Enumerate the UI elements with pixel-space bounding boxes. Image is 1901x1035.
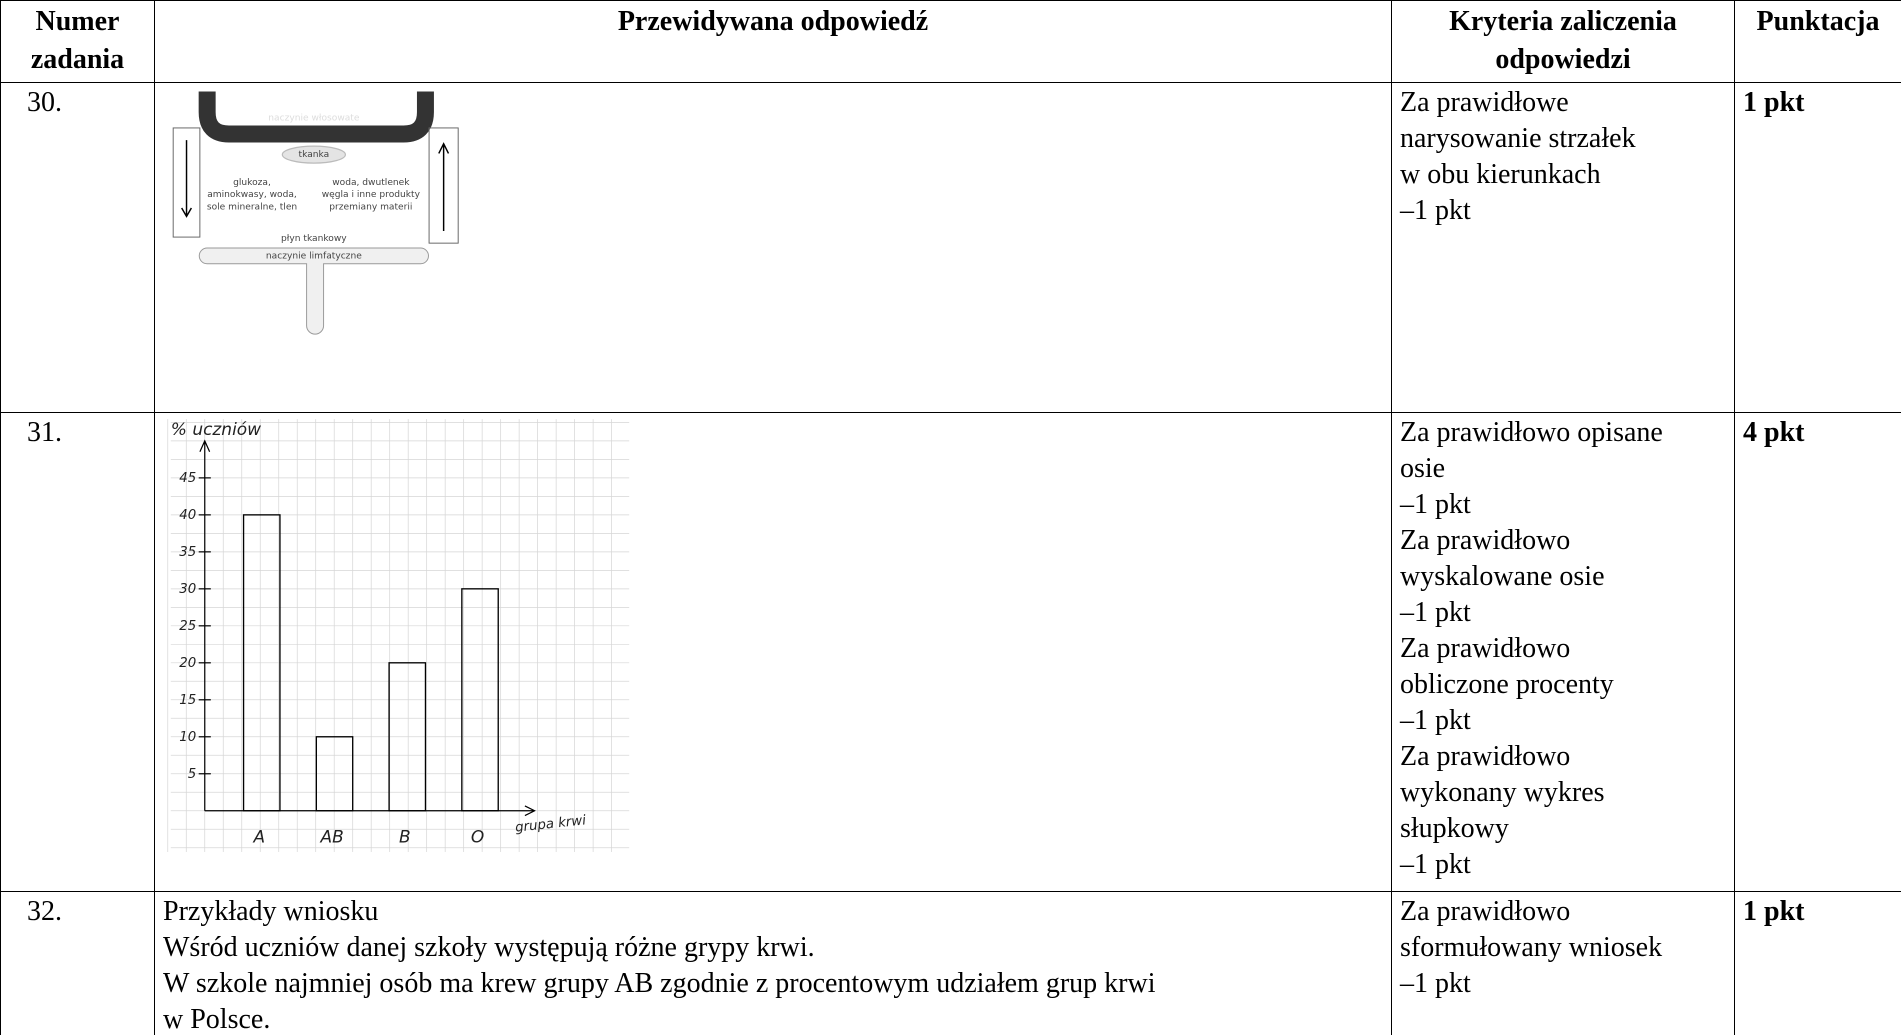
x-tick-label: B [399, 827, 411, 847]
task-number: 30. [1, 83, 155, 413]
criteria-line: słupkowy [1400, 811, 1726, 847]
criteria-line: Za prawidłowo [1400, 523, 1726, 559]
bar-chart: % uczniów grupa krwi 5 10 15 20 25 30 35 40 45 A AB B… [155, 413, 1392, 892]
y-tick-label: 40 [179, 508, 196, 523]
up-arrow [439, 144, 449, 231]
x-tick-label: AB [319, 827, 343, 847]
to-tissue-text: glukoza, [233, 178, 271, 188]
y-tick-label: 5 [188, 767, 196, 782]
criteria-line: –1 pkt [1400, 966, 1726, 1002]
fluid-label: płyn tkankowy [281, 234, 347, 244]
x-tick-label: O [471, 827, 484, 847]
task-number: 32. [1, 892, 155, 1035]
column-header: Przewidywana odpowiedź [155, 1, 1392, 83]
column-header: Numer zadania [1, 1, 155, 83]
to-tissue-text: sole mineralne, tlen [207, 202, 297, 212]
criteria-line: –1 pkt [1400, 703, 1726, 739]
x-tick-label: A [253, 827, 266, 847]
criteria-line: –1 pkt [1400, 847, 1726, 883]
criteria-line: –1 pkt [1400, 193, 1726, 229]
criteria-line: –1 pkt [1400, 595, 1726, 631]
answer-key-table: Numer zadaniaPrzewidywana odpowiedźKryte… [0, 0, 1901, 1035]
from-tissue-text: woda, dwutlenek [332, 178, 410, 188]
capillary-diagram: naczynie włosowate tkanka glukoza, aminokwa… [155, 83, 1392, 413]
y-axis-label: % uczniów [171, 420, 261, 440]
y-tick-label: 25 [179, 619, 196, 634]
answer-cell: naczynie włosowate tkanka glukoza, aminokwa… [155, 83, 1392, 413]
criteria-line: Za prawidłowo [1400, 894, 1726, 930]
column-header: Kryteria zaliczenia odpowiedzi [1392, 1, 1735, 83]
answer-line: Przykłady wniosku [163, 894, 1383, 930]
criteria-line: osie [1400, 451, 1726, 487]
answer-line: Wśród uczniów danej szkoły występują róż… [163, 930, 1383, 966]
criteria-line: –1 pkt [1400, 487, 1726, 523]
criteria-line: Za prawidłowe [1400, 85, 1726, 121]
criteria-line: w obu kierunkach [1400, 157, 1726, 193]
criteria-line: Za prawidłowo opisane [1400, 415, 1726, 451]
from-tissue-text: węgla i inne produkty [322, 190, 421, 200]
from-tissue-text: przemiany materii [329, 202, 412, 212]
criteria-line: wykonany wykres [1400, 775, 1726, 811]
tissue-label: tkanka [299, 150, 330, 160]
criteria-line: Za prawidłowo [1400, 739, 1726, 775]
y-tick-label: 35 [179, 545, 196, 560]
capillary-label: naczynie włosowate [268, 114, 360, 124]
y-tick-label: 45 [179, 471, 196, 486]
y-tick-label: 15 [179, 693, 196, 708]
down-arrow [182, 140, 192, 216]
criteria-line: narysowanie strzałek [1400, 121, 1726, 157]
column-header: Punktacja [1735, 1, 1901, 83]
answer-line: W szkole najmniej osób ma krew grupy AB … [163, 966, 1383, 1002]
answer-cell: % uczniów grupa krwi 5 10 15 20 25 30 35 40 45 A AB B… [155, 413, 1392, 892]
criteria-line: sformułowany wniosek [1400, 930, 1726, 966]
task-number: 31. [1, 413, 155, 892]
points: 4 pkt [1735, 413, 1901, 892]
points: 1 pkt [1735, 892, 1901, 1035]
to-tissue-text: aminokwasy, woda, [207, 190, 297, 200]
y-tick-label: 30 [179, 582, 196, 597]
points: 1 pkt [1735, 83, 1901, 413]
y-tick-label: 20 [179, 656, 196, 671]
criteria-line: wyskalowane osie [1400, 559, 1726, 595]
criteria-line: Za prawidłowo [1400, 631, 1726, 667]
page: Numer zadaniaPrzewidywana odpowiedźKryte… [0, 0, 1901, 1035]
table-row: 31. % uczniów grupa krwi 5 10 15 20 25 30 35 40 45 A… [1, 413, 1901, 892]
table-row: 30. naczynie włosowate tkanka glukoza, amino… [1, 83, 1901, 413]
criteria-line: obliczone procenty [1400, 667, 1726, 703]
answer-line: w Polsce. [163, 1002, 1383, 1035]
x-axis-label: grupa krwi [514, 813, 587, 835]
lymph-label: naczynie limfatyczne [266, 251, 362, 261]
y-tick-label: 10 [179, 730, 196, 745]
